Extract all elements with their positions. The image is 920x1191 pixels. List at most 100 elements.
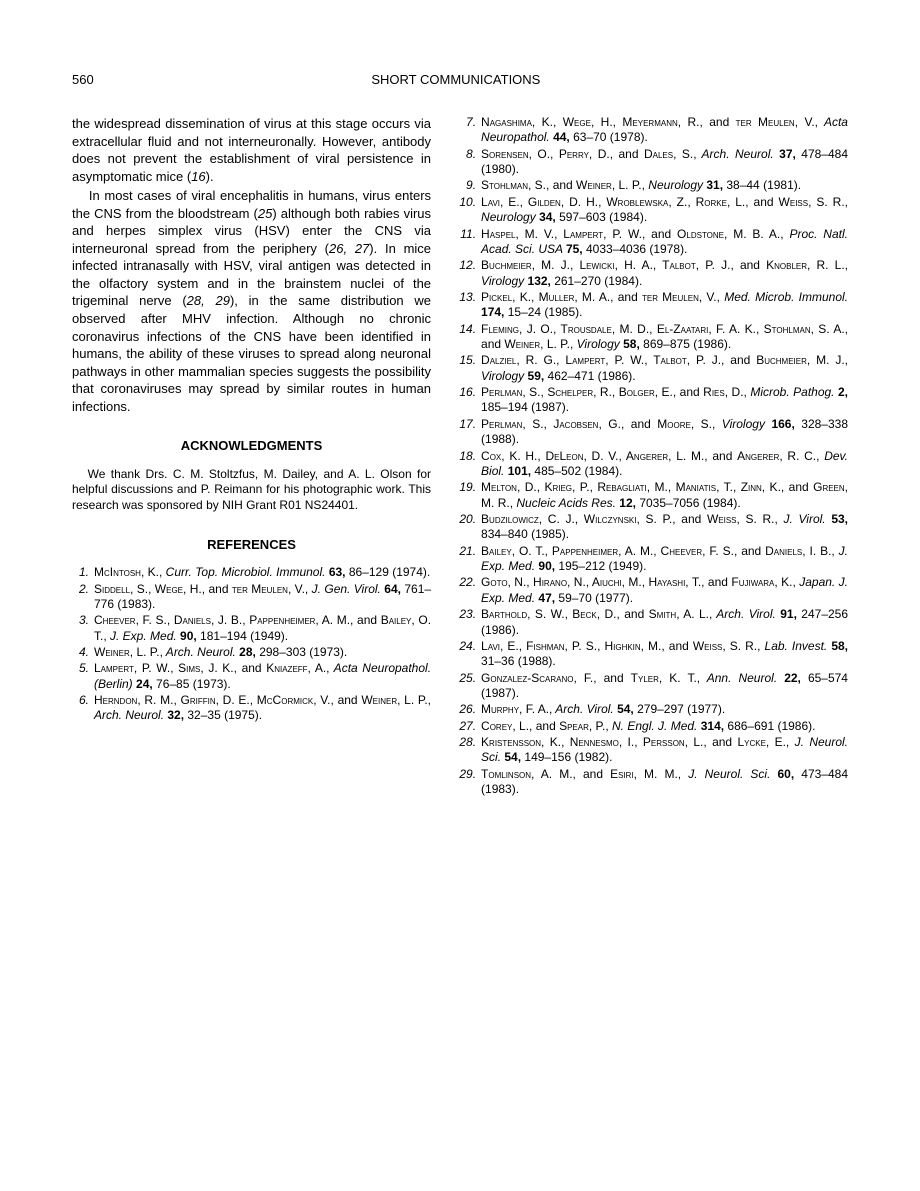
reference-and: and bbox=[618, 290, 642, 304]
reference-authors: Corey, L., bbox=[481, 719, 536, 733]
running-title: SHORT COMMUNICATIONS bbox=[94, 72, 818, 87]
reference-and: and bbox=[709, 115, 735, 129]
acknowledgments-heading: ACKNOWLEDGMENTS bbox=[72, 437, 431, 455]
reference-pages: 149–156 (1982). bbox=[521, 750, 612, 764]
reference-pages: 59–70 (1977). bbox=[555, 591, 633, 605]
reference-authors: Pickel, K., Muller, M. A., bbox=[481, 290, 618, 304]
reference-authors: McIntosh, K., bbox=[94, 565, 162, 579]
reference-pages: 63–70 (1978). bbox=[570, 130, 648, 144]
reference-pages: 15–24 (1985). bbox=[504, 305, 582, 319]
reference-volume: 32, bbox=[167, 708, 184, 722]
reference-volume: 37, bbox=[779, 147, 796, 161]
reference-body: McIntosh, K., Curr. Top. Microbiol. Immu… bbox=[94, 565, 431, 580]
reference-pages: 7035–7056 (1984). bbox=[636, 496, 741, 510]
reference-volume: 58, bbox=[831, 639, 848, 653]
reference-body: Lavi, E., Gilden, D. H., Wroblewska, Z.,… bbox=[481, 195, 848, 226]
reference-authors2: Weiner, L. P., bbox=[576, 178, 645, 192]
reference-number: 9. bbox=[459, 178, 481, 193]
reference-number: 2. bbox=[72, 582, 94, 613]
reference-pages: 181–194 (1949). bbox=[197, 629, 288, 643]
reference-authors: Fleming, J. O., Trousdale, M. D., El-Zaa… bbox=[481, 322, 848, 336]
reference-and: and bbox=[669, 639, 693, 653]
reference-pages: 485–502 (1984). bbox=[531, 464, 622, 478]
reference-body: Bailey, O. T., Pappenheimer, A. M., Chee… bbox=[481, 544, 848, 575]
reference-number: 4. bbox=[72, 645, 94, 660]
reference-and: and bbox=[553, 178, 576, 192]
reference-body: Corey, L., and Spear, P., N. Engl. J. Me… bbox=[481, 719, 848, 734]
reference-item: 5.Lampert, P. W., Sims, J. K., and Kniaz… bbox=[72, 661, 431, 692]
reference-volume: 132, bbox=[528, 274, 551, 288]
reference-item: 7.Nagashima, K., Wege, H., Meyermann, R.… bbox=[459, 115, 848, 146]
reference-authors2: Weiss, S. R., bbox=[779, 195, 848, 209]
reference-pages: 462–471 (1986). bbox=[544, 369, 635, 383]
reference-and: and bbox=[604, 671, 631, 685]
reference-journal: Arch. Neurol. bbox=[94, 708, 167, 722]
reference-item: 1.McIntosh, K., Curr. Top. Microbiol. Im… bbox=[72, 565, 431, 580]
reference-journal: Neurology bbox=[645, 178, 706, 192]
reference-authors2: Knobler, R. L., bbox=[766, 258, 848, 272]
reference-volume: 47, bbox=[538, 591, 555, 605]
reference-authors: Stohlman, S., bbox=[481, 178, 553, 192]
reference-pages: 834–840 (1985). bbox=[481, 527, 569, 541]
reference-pages: 86–129 (1974). bbox=[346, 565, 431, 579]
reference-authors: Lavi, E., Fishman, P. S., Highkin, M., bbox=[481, 639, 669, 653]
reference-pages: 32–35 (1975). bbox=[184, 708, 262, 722]
reference-pages: 597–603 (1984). bbox=[556, 210, 647, 224]
reference-authors2: Oldstone, M. B. A., bbox=[677, 227, 784, 241]
reference-authors2: ter Meulen, V., bbox=[642, 290, 720, 304]
reference-journal: Arch. Neurol. bbox=[163, 645, 239, 659]
reference-authors2: Daniels, I. B., bbox=[765, 544, 835, 558]
reference-authors: Perlman, S., Jacobsen, G., bbox=[481, 417, 631, 431]
reference-number: 17. bbox=[459, 417, 481, 448]
reference-authors2: ter Meulen, V., bbox=[736, 115, 818, 129]
reference-and: and bbox=[680, 385, 704, 399]
reference-volume: 28, bbox=[239, 645, 256, 659]
reference-number: 26. bbox=[459, 702, 481, 717]
reference-item: 21.Bailey, O. T., Pappenheimer, A. M., C… bbox=[459, 544, 848, 575]
reference-number: 28. bbox=[459, 735, 481, 766]
reference-number: 12. bbox=[459, 258, 481, 289]
reference-volume: 314, bbox=[701, 719, 724, 733]
reference-volume: 59, bbox=[528, 369, 545, 383]
references-heading: REFERENCES bbox=[72, 536, 431, 554]
reference-number: 22. bbox=[459, 575, 481, 606]
reference-body: Kristensson, K., Nennesmo, I., Persson, … bbox=[481, 735, 848, 766]
reference-item: 17.Perlman, S., Jacobsen, G., and Moore,… bbox=[459, 417, 848, 448]
reference-item: 8.Sorensen, O., Perry, D., and Dales, S.… bbox=[459, 147, 848, 178]
reference-journal: Microb. Pathog. bbox=[747, 385, 838, 399]
reference-item: 2.Siddell, S., Wege, H., and ter Meulen,… bbox=[72, 582, 431, 613]
reference-item: 22.Goto, N., Hirano, N., Aiuchi, M., Hay… bbox=[459, 575, 848, 606]
reference-authors: Perlman, S., Schelper, R., Bolger, E., bbox=[481, 385, 680, 399]
reference-authors: Kristensson, K., Nennesmo, I., Persson, … bbox=[481, 735, 712, 749]
reference-authors2: Weiner, L. P., bbox=[504, 337, 573, 351]
reference-and: and bbox=[712, 735, 737, 749]
reference-item: 20.Budzilowicz, C. J., Wilczynski, S. P.… bbox=[459, 512, 848, 543]
reference-and: and bbox=[357, 613, 381, 627]
reference-and: and bbox=[741, 544, 765, 558]
para1-text: the widespread dissemination of virus at… bbox=[72, 116, 431, 184]
reference-pages: 76–85 (1973). bbox=[153, 677, 231, 691]
reference-authors: Goto, N., Hirano, N., Aiuchi, M., Hayash… bbox=[481, 575, 708, 589]
reference-authors: Lampert, P. W., Sims, J. K., bbox=[94, 661, 242, 675]
reference-number: 14. bbox=[459, 322, 481, 353]
reference-item: 13.Pickel, K., Muller, M. A., and ter Me… bbox=[459, 290, 848, 321]
reference-volume: 90, bbox=[538, 559, 555, 573]
reference-body: Budzilowicz, C. J., Wilczynski, S. P., a… bbox=[481, 512, 848, 543]
reference-and: and bbox=[708, 575, 731, 589]
reference-volume: 34, bbox=[539, 210, 556, 224]
reference-body: Nagashima, K., Wege, H., Meyermann, R., … bbox=[481, 115, 848, 146]
reference-authors: Bailey, O. T., Pappenheimer, A. M., Chee… bbox=[481, 544, 741, 558]
reference-authors: Budzilowicz, C. J., Wilczynski, S. P., bbox=[481, 512, 681, 526]
reference-authors: Cheever, F. S., Daniels, J. B., Pappenhe… bbox=[94, 613, 357, 627]
reference-item: 24.Lavi, E., Fishman, P. S., Highkin, M.… bbox=[459, 639, 848, 670]
reference-item: 19.Melton, D., Krieg, P., Rebagliati, M.… bbox=[459, 480, 848, 511]
reference-volume: 12, bbox=[619, 496, 636, 510]
reference-and: and bbox=[740, 258, 766, 272]
reference-authors: Buchmeier, M. J., Lewicki, H. A., Talbot… bbox=[481, 258, 740, 272]
reference-volume: 60, bbox=[778, 767, 795, 781]
reference-item: 16.Perlman, S., Schelper, R., Bolger, E.… bbox=[459, 385, 848, 416]
reference-body: Barthold, S. W., Beck, D., and Smith, A.… bbox=[481, 607, 848, 638]
reference-volume: 24, bbox=[136, 677, 153, 691]
reference-and: and bbox=[481, 337, 504, 351]
reference-authors: Nagashima, K., Wege, H., Meyermann, R., bbox=[481, 115, 709, 129]
